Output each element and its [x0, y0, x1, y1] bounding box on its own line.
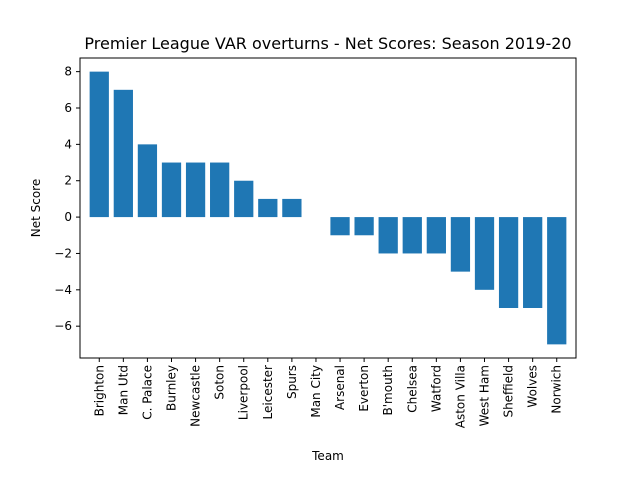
- bar-b-mouth: [378, 217, 398, 254]
- x-tick-label: Burnley: [164, 365, 178, 411]
- x-tick-label: Sheffield: [502, 365, 516, 418]
- x-tick-label: Aston Villa: [453, 365, 467, 428]
- y-tick-label: 8: [64, 65, 72, 79]
- x-tick-label: Norwich: [550, 365, 564, 414]
- bar-norwich: [547, 217, 567, 345]
- x-tick-label: Man City: [309, 365, 323, 418]
- y-tick-label: 4: [64, 137, 72, 151]
- x-tick-label: Watford: [429, 365, 443, 412]
- bar-man-utd: [113, 89, 133, 218]
- bar-soton: [210, 162, 230, 218]
- bar-burnley: [161, 162, 182, 218]
- x-tick-label: Arsenal: [333, 365, 347, 410]
- x-tick-label: Liverpool: [237, 365, 251, 420]
- bar-newcastle: [185, 162, 206, 218]
- y-tick-label: −4: [54, 283, 72, 297]
- x-tick-label: Soton: [213, 365, 227, 400]
- x-tick-label: Everton: [357, 365, 371, 412]
- y-tick-label: −6: [54, 319, 72, 333]
- x-tick-label: Newcastle: [189, 365, 203, 427]
- y-tick-label: 2: [64, 174, 72, 188]
- x-tick-label: Brighton: [92, 365, 106, 416]
- bar-arsenal: [330, 217, 350, 236]
- plot-frame: [79, 57, 577, 359]
- bar-everton: [354, 217, 374, 236]
- bar-spurs: [282, 198, 302, 218]
- y-axis: −6 −4 −2 0 2 4 6 8: [54, 65, 80, 333]
- x-tick-label: Man Utd: [116, 365, 130, 415]
- x-tick-label: West Ham: [478, 365, 492, 426]
- x-tick-label: Wolves: [526, 365, 540, 408]
- bar-west-ham: [474, 217, 495, 290]
- y-tick-label: −2: [54, 246, 72, 260]
- bars-group: [89, 71, 567, 345]
- y-axis-label: Net Score: [29, 179, 43, 238]
- y-tick-label: 6: [64, 101, 72, 115]
- bar-leicester: [258, 198, 278, 218]
- x-axis-label: Team: [311, 449, 344, 463]
- bar-chelsea: [402, 217, 422, 254]
- bar-brighton: [89, 71, 109, 218]
- x-tick-label: C. Palace: [140, 365, 154, 420]
- x-tick-label: Leicester: [261, 365, 275, 420]
- x-axis: Brighton Man Utd C. Palace Burnley Newcastle…: [92, 358, 564, 428]
- bar-watford: [426, 217, 446, 254]
- bar-c-palace: [137, 144, 158, 218]
- bar-sheffield: [498, 217, 519, 308]
- x-tick-label: Spurs: [285, 365, 299, 399]
- bar-wolves: [523, 217, 543, 308]
- chart-title: Premier League VAR overturns - Net Score…: [84, 34, 571, 53]
- y-tick-label: 0: [64, 210, 72, 224]
- bar-aston-villa: [450, 217, 471, 272]
- x-tick-label: Chelsea: [405, 365, 419, 413]
- x-tick-label: B'mouth: [381, 365, 395, 415]
- bar-liverpool: [234, 180, 254, 218]
